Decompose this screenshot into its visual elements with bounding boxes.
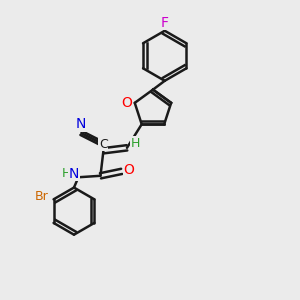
Text: F: F: [161, 16, 169, 29]
Text: O: O: [124, 163, 134, 177]
Text: C: C: [99, 138, 108, 151]
Text: N: N: [76, 117, 86, 131]
Text: N: N: [69, 167, 79, 181]
Text: O: O: [121, 96, 132, 110]
Text: H: H: [130, 137, 140, 150]
Text: H: H: [61, 167, 71, 180]
Text: Br: Br: [34, 190, 48, 203]
